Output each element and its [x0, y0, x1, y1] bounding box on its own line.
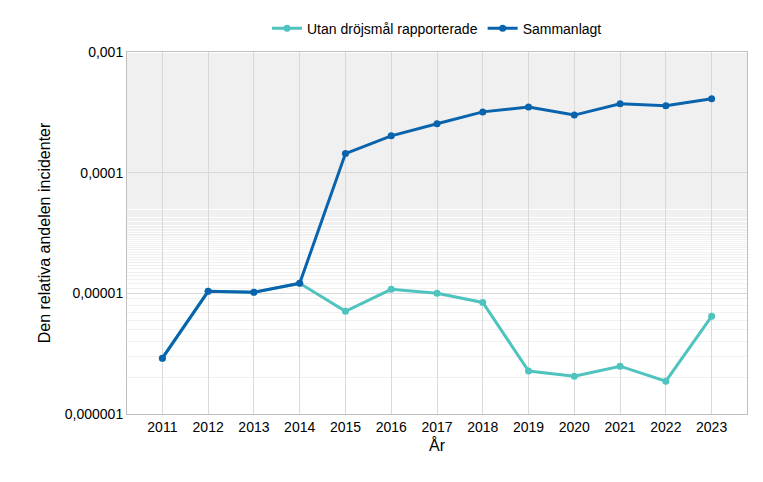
svg-text:2011: 2011	[147, 419, 177, 435]
svg-text:2015: 2015	[330, 419, 361, 435]
svg-text:2023: 2023	[696, 419, 727, 435]
svg-text:2012: 2012	[193, 419, 224, 435]
svg-text:2020: 2020	[559, 419, 590, 435]
svg-text:2013: 2013	[238, 419, 269, 435]
svg-text:0,0001: 0,0001	[80, 165, 123, 181]
svg-text:Sammanlagt: Sammanlagt	[523, 21, 602, 37]
svg-text:2016: 2016	[376, 419, 407, 435]
svg-text:0,00001: 0,00001	[73, 285, 124, 301]
svg-text:Den relativa andelen incidente: Den relativa andelen incidenter	[36, 122, 53, 343]
svg-text:2018: 2018	[467, 419, 498, 435]
svg-text:0,001: 0,001	[88, 44, 123, 60]
svg-text:År: År	[429, 436, 446, 454]
svg-text:2021: 2021	[605, 419, 636, 435]
svg-text:Utan dröjsmål rapporterade: Utan dröjsmål rapporterade	[307, 21, 478, 37]
svg-text:2019: 2019	[513, 419, 544, 435]
svg-text:2017: 2017	[421, 419, 452, 435]
svg-text:2014: 2014	[284, 419, 315, 435]
svg-text:2022: 2022	[650, 419, 681, 435]
svg-text:0,000001: 0,000001	[65, 406, 124, 422]
